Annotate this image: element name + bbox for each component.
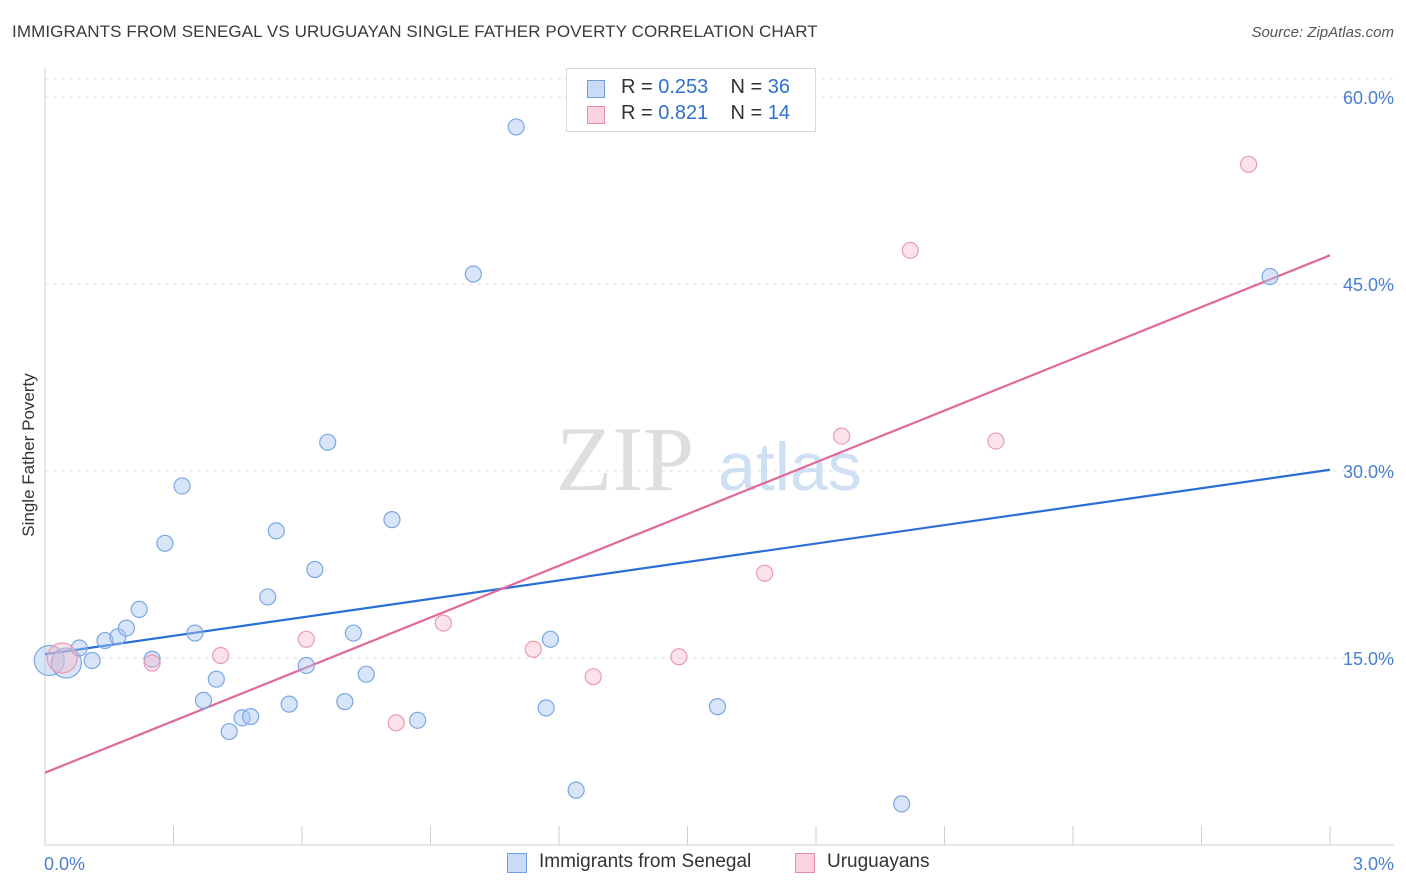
axes xyxy=(44,68,1394,846)
point-senegal-21 xyxy=(306,560,324,579)
y-axis-label: Single Father Poverty xyxy=(19,373,38,537)
point-senegal-1 xyxy=(50,647,83,679)
legend-n-value-senegal: 36 xyxy=(767,76,791,98)
legend-r-label: R = xyxy=(621,76,653,98)
point-uruguay-4 xyxy=(387,714,405,732)
correlation-legend: R = 0.253 N = 36 R = 0.821 N = 14 xyxy=(566,68,816,132)
chart-title: IMMIGRANTS FROM SENEGAL VS URUGUAYAN SIN… xyxy=(12,22,818,41)
point-uruguay-7 xyxy=(584,668,602,686)
point-senegal-8 xyxy=(143,650,161,668)
point-senegal-35 xyxy=(1261,267,1279,286)
point-uruguay-13 xyxy=(1240,155,1258,173)
point-senegal-0 xyxy=(33,644,65,677)
x-tick-label-min: 0.0% xyxy=(44,854,85,874)
point-uruguay-1 xyxy=(143,654,161,672)
point-senegal-9 xyxy=(156,534,174,552)
y-tick-label-1: 30.0% xyxy=(1343,462,1394,482)
point-senegal-15 xyxy=(233,709,251,727)
point-uruguay-6 xyxy=(524,640,542,658)
point-uruguay-10 xyxy=(833,427,851,445)
point-senegal-23 xyxy=(336,693,354,711)
legend-n-value-uruguay: 14 xyxy=(767,102,791,124)
y-tick-label-0: 15.0% xyxy=(1343,649,1394,669)
point-senegal-22 xyxy=(319,433,337,451)
point-senegal-29 xyxy=(507,118,525,136)
point-senegal-27 xyxy=(409,711,427,729)
tick-labels: 15.0% 30.0% 45.0% 60.0% 0.0% 3.0% xyxy=(44,88,1394,874)
point-uruguay-9 xyxy=(755,564,774,582)
point-senegal-13 xyxy=(207,670,225,688)
point-senegal-33 xyxy=(708,698,727,716)
trend-lines xyxy=(44,254,1331,774)
point-uruguay-2 xyxy=(212,646,230,665)
legend-label-senegal: Immigrants from Senegal xyxy=(539,851,752,872)
legend-swatch-uruguay xyxy=(587,106,605,124)
trend-line-uruguay xyxy=(44,254,1331,774)
point-uruguay-3 xyxy=(297,630,315,648)
point-uruguay-11 xyxy=(901,241,919,259)
point-senegal-4 xyxy=(96,631,114,650)
point-senegal-19 xyxy=(280,695,298,713)
data-points xyxy=(33,118,1279,813)
y-tick-label-3: 60.0% xyxy=(1343,88,1394,108)
point-uruguay-5 xyxy=(434,614,452,632)
y-tick-label-2: 45.0% xyxy=(1343,275,1394,295)
point-senegal-34 xyxy=(893,795,911,813)
point-senegal-16 xyxy=(242,707,260,726)
point-senegal-32 xyxy=(567,781,585,799)
point-senegal-14 xyxy=(220,722,238,741)
watermark: ZIP atlas xyxy=(556,408,862,510)
point-senegal-12 xyxy=(194,691,213,709)
source-label: Source: ZipAtlas.com xyxy=(1251,24,1394,41)
legend-swatch-senegal xyxy=(587,80,605,98)
point-senegal-10 xyxy=(173,477,191,495)
point-senegal-30 xyxy=(537,699,555,717)
point-senegal-28 xyxy=(464,265,482,283)
legend-r-value-uruguay: 0.821 xyxy=(658,102,709,124)
trend-line-senegal xyxy=(44,468,1331,656)
point-senegal-2 xyxy=(70,639,88,657)
legend-label-uruguay: Uruguayans xyxy=(827,851,930,872)
x-tick-label-max: 3.0% xyxy=(1353,854,1394,874)
legend-r-label: R = xyxy=(621,102,653,124)
legend-r-value-senegal: 0.253 xyxy=(658,76,709,98)
point-senegal-7 xyxy=(130,600,148,618)
point-senegal-11 xyxy=(186,624,204,642)
point-uruguay-12 xyxy=(987,432,1005,450)
point-senegal-18 xyxy=(267,522,285,540)
legend-swatch-uruguay xyxy=(795,853,815,873)
point-senegal-3 xyxy=(83,651,101,670)
point-uruguay-8 xyxy=(670,648,688,666)
point-uruguay-0 xyxy=(46,642,78,674)
point-senegal-26 xyxy=(383,511,401,529)
point-senegal-25 xyxy=(357,665,375,683)
point-senegal-17 xyxy=(259,588,277,606)
grid-lines xyxy=(45,78,1394,659)
legend-n-label: N = xyxy=(730,76,763,98)
point-senegal-24 xyxy=(344,624,362,642)
point-senegal-20 xyxy=(297,656,315,675)
legend-n-label: N = xyxy=(730,102,763,124)
point-senegal-31 xyxy=(541,630,560,648)
legend-swatch-senegal xyxy=(507,853,527,873)
watermark-zip: ZIP xyxy=(556,408,694,510)
point-senegal-6 xyxy=(117,619,135,637)
